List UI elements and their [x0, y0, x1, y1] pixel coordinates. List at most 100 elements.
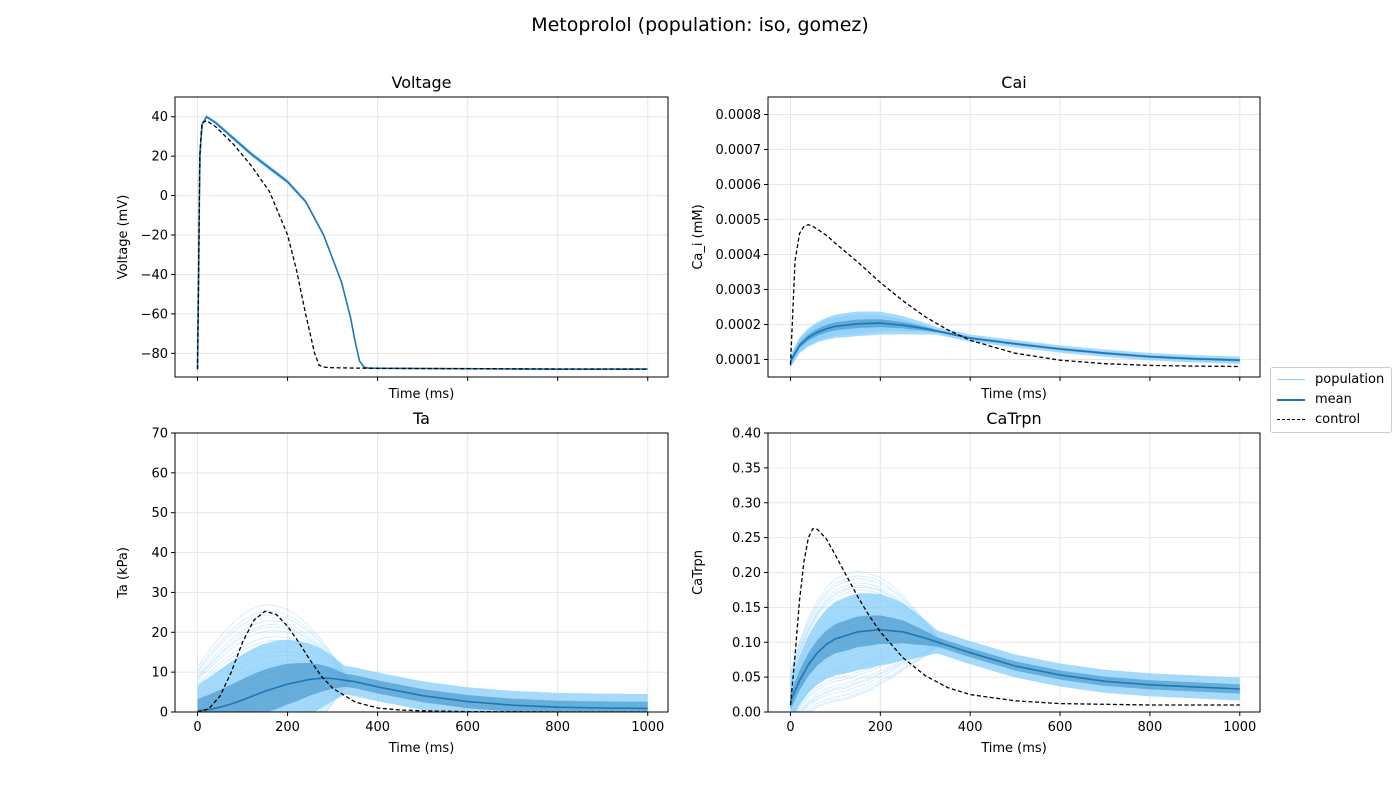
- mean-line: [789, 628, 1240, 702]
- x-tick-label: 0: [786, 720, 794, 735]
- y-tick-label: 60: [151, 466, 168, 481]
- population-trace: [197, 116, 648, 370]
- y-tick-label: 0.05: [732, 671, 761, 686]
- subplot-cai: 0.0001 0.0002 0.0003 0.0004 0.0005 0.0006 0.00…: [691, 73, 1261, 402]
- population-trace: [197, 116, 648, 370]
- subplot-voltage: −80 −60 −40 −20 0 20 40 Voltage Time (ms) Voltage…: [116, 73, 669, 402]
- y-tick-label: 0.25: [732, 531, 761, 546]
- figure-title: Metoprolol (population: iso, gomez): [531, 14, 869, 36]
- data-layer: [197, 604, 648, 712]
- axes-frame: [174, 96, 669, 378]
- y-tick-label: −40: [141, 268, 168, 283]
- y-axis-label: CaTrpn: [691, 550, 706, 595]
- population-trace: [197, 116, 648, 370]
- y-tick-label: 50: [151, 506, 168, 521]
- data-layer: [789, 527, 1240, 712]
- population-trace: [197, 116, 648, 370]
- population-trace: [197, 116, 648, 370]
- axes-frame: [174, 432, 669, 713]
- mean-line: [789, 322, 1240, 362]
- subplot-ta: 0 200 400 600 800 1000 0 10 20 30 40 50 60 70 Ta Time (…: [116, 409, 669, 756]
- population-trace: [197, 116, 648, 370]
- population-band-inner: [197, 116, 648, 370]
- population-band-outer: [197, 639, 648, 712]
- legend-swatch-mean: [1277, 399, 1305, 401]
- population-trace: [197, 116, 648, 370]
- subplot-title: Ta: [412, 409, 430, 428]
- population-trace: [197, 116, 648, 370]
- y-tick-label: 0.0006: [716, 178, 762, 193]
- population-trace: [197, 116, 648, 370]
- legend-item-mean: mean: [1271, 390, 1391, 410]
- y-tick-label: −80: [141, 347, 168, 362]
- population-trace: [197, 116, 648, 370]
- population-trace: [197, 116, 648, 370]
- x-tick-label: 0: [193, 720, 201, 735]
- x-axis-label: Time (ms): [980, 387, 1047, 402]
- mean-line: [196, 115, 648, 370]
- data-layer: [196, 115, 648, 371]
- y-tick-label: 0.15: [732, 601, 761, 616]
- y-tick-label: 0: [160, 189, 168, 204]
- control-line: [789, 223, 1240, 368]
- y-tick-label: −60: [141, 307, 168, 322]
- population-trace: [197, 116, 648, 370]
- mean-line: [197, 677, 648, 712]
- x-tick-label: 600: [455, 720, 480, 735]
- population-trace: [197, 115, 648, 370]
- control-line: [197, 610, 648, 712]
- population-trace: [197, 116, 648, 370]
- y-tick-label: 40: [151, 110, 168, 125]
- y-tick-label: 0.0005: [716, 213, 762, 228]
- y-tick-label: 0.00: [732, 706, 761, 721]
- y-tick-label: 10: [151, 666, 168, 681]
- population-trace: [197, 115, 648, 370]
- control-line: [789, 527, 1240, 706]
- population-trace: [197, 115, 648, 370]
- x-axis-label: Time (ms): [980, 741, 1047, 756]
- subplot-title: Voltage: [391, 73, 451, 92]
- y-tick-label: 30: [151, 586, 168, 601]
- population-trace: [197, 116, 648, 370]
- population-trace: [197, 116, 648, 370]
- population-trace: [197, 116, 648, 370]
- x-tick-label: 200: [275, 720, 300, 735]
- population-trace: [197, 115, 648, 370]
- legend-label-mean: mean: [1315, 392, 1352, 407]
- y-tick-label: 0: [160, 706, 168, 721]
- subplot-catrpn: 0 200 400 600 800 1000 0.00 0.05 0.10 0.15 0.20 0.2…: [691, 409, 1261, 756]
- x-tick-label: 1000: [1223, 720, 1256, 735]
- y-axis-label: Ta (kPa): [116, 547, 131, 599]
- y-tick-label: 0.10: [732, 636, 761, 651]
- population-trace: [197, 116, 648, 370]
- y-tick-label: 0.0007: [716, 143, 762, 158]
- x-axis-label: Time (ms): [388, 741, 455, 756]
- legend: population mean control: [1270, 367, 1392, 433]
- x-tick-label: 1000: [631, 720, 664, 735]
- y-tick-label: 0.40: [732, 427, 761, 442]
- x-tick-label: 600: [1048, 720, 1073, 735]
- population-trace: [197, 116, 648, 370]
- population-trace: [197, 116, 648, 370]
- subplot-title: Cai: [1001, 73, 1026, 92]
- legend-item-population: population: [1271, 370, 1391, 390]
- population-trace: [197, 116, 648, 370]
- y-tick-label: −20: [141, 229, 168, 244]
- y-tick-label: 0.30: [732, 496, 761, 511]
- population-trace: [197, 115, 648, 370]
- y-tick-label: 20: [151, 626, 168, 641]
- x-tick-label: 400: [958, 720, 983, 735]
- population-trace: [197, 116, 648, 370]
- y-tick-label: 0.0003: [716, 283, 762, 298]
- data-layer: [789, 223, 1240, 368]
- population-trace: [197, 115, 648, 370]
- x-tick-label: 400: [365, 720, 390, 735]
- population-trace: [197, 116, 648, 370]
- x-tick-label: 800: [1138, 720, 1163, 735]
- y-tick-label: 0.20: [732, 566, 761, 581]
- x-tick-label: 800: [545, 720, 570, 735]
- population-trace: [197, 115, 648, 370]
- population-trace: [197, 115, 648, 370]
- y-tick-label: 0.0008: [716, 108, 762, 123]
